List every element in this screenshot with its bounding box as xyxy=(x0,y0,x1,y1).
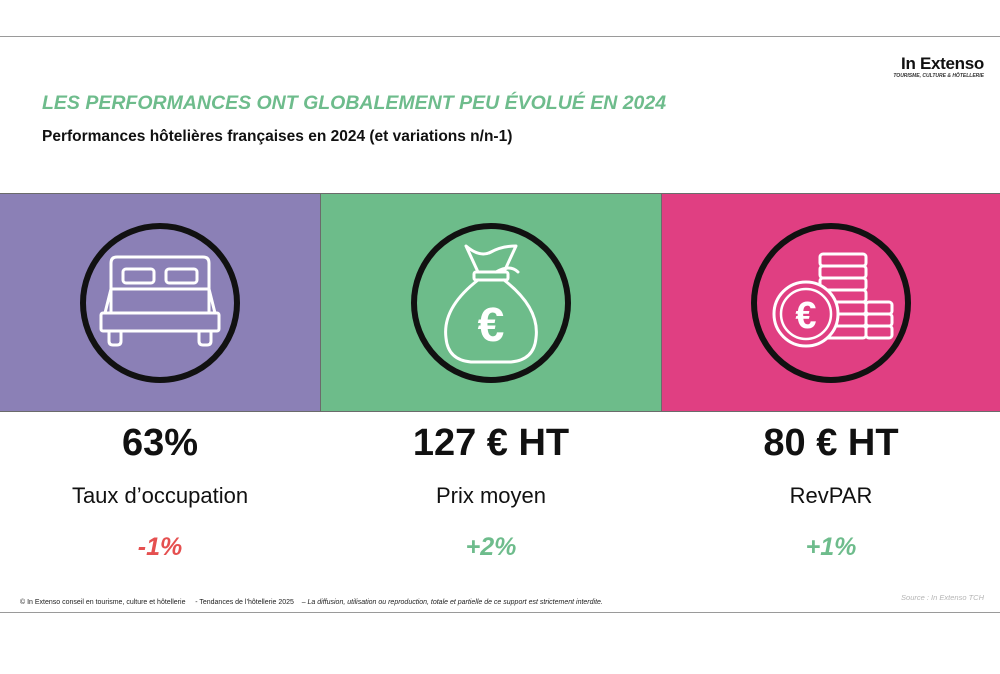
kpi-value: 127 € HT xyxy=(412,422,570,464)
headline: LES PERFORMANCES ONT GLOBALEMENT PEU ÉVO… xyxy=(42,92,667,114)
bottom-divider xyxy=(0,612,1000,613)
kpi-label: RevPAR xyxy=(789,483,873,508)
panel-occupation xyxy=(0,194,320,411)
kpi-label: Prix moyen xyxy=(435,483,547,508)
footer-copyright: © In Extenso conseil en tourisme, cultur… xyxy=(20,599,186,606)
panel-revpar: € xyxy=(661,194,1000,411)
brand-name: In Extenso xyxy=(901,54,984,73)
kpi-value: 63% xyxy=(121,422,199,464)
kpi-value: 80 € HT xyxy=(763,422,899,464)
icon-circle: € xyxy=(411,222,571,383)
kpi-variation: +2% xyxy=(465,533,517,561)
kpi-revpar: 80 € HT RevPAR +1% xyxy=(662,418,1000,562)
kpi-occupation: 63% Taux d’occupation -1% xyxy=(0,418,320,562)
footer-legal: © In Extenso conseil en tourisme, cultur… xyxy=(20,599,603,606)
subtitle: Performances hôtelières françaises en 20… xyxy=(42,128,513,145)
brand-tagline: TOURISME, CULTURE & HÔTELLERIE xyxy=(893,73,984,79)
bed-icon xyxy=(99,255,221,346)
icon-circle xyxy=(80,222,240,383)
coin-stack-euro-icon: € xyxy=(772,252,894,347)
brand-logo: In Extenso TOURISME, CULTURE & HÔTELLERI… xyxy=(893,54,984,80)
svg-text:€: € xyxy=(478,299,505,352)
svg-text:€: € xyxy=(795,295,816,337)
top-divider xyxy=(0,36,1000,37)
kpi-label: Taux d’occupation xyxy=(71,483,249,508)
kpi-price: 127 € HT Prix moyen +2% xyxy=(321,418,661,562)
icon-circle: € xyxy=(751,222,911,383)
source-note: Source : In Extenso TCH xyxy=(901,593,984,602)
footer-notice: – La diffusion, utilisation ou reproduct… xyxy=(301,599,603,606)
kpi-icon-panels: € € xyxy=(0,193,1000,412)
kpi-variation: +1% xyxy=(805,533,857,561)
money-bag-euro-icon: € xyxy=(444,244,538,363)
kpi-variation: -1% xyxy=(137,533,183,561)
panel-price: € xyxy=(320,194,661,411)
footer-report: - Tendances de l’hôtellerie 2025 xyxy=(195,599,294,606)
